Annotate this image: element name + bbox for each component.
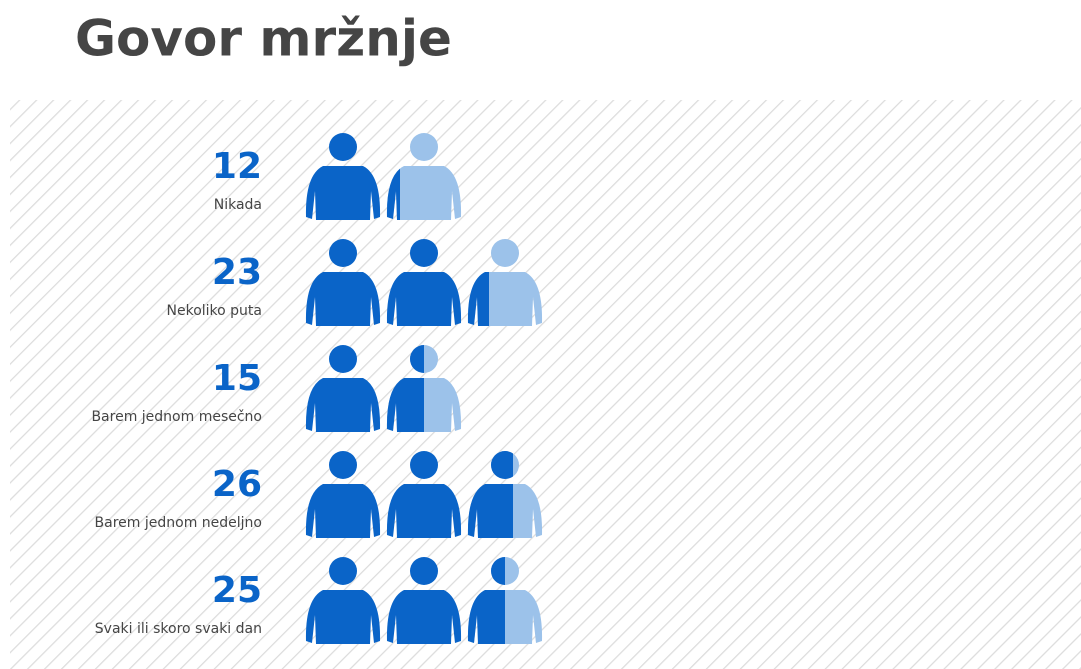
icon-row [305, 239, 543, 326]
icon-head [410, 557, 438, 585]
icon-head [491, 451, 513, 479]
icon-row [305, 557, 543, 644]
icon-part [467, 272, 489, 326]
icon-part [386, 133, 462, 220]
icon-body [386, 378, 424, 432]
icon-body [386, 168, 400, 220]
background [10, 100, 1081, 669]
value-label: 15 [212, 358, 262, 399]
icon-body [305, 166, 381, 220]
icon-part [305, 239, 381, 326]
icon-row [305, 345, 462, 432]
icon-head [410, 239, 438, 267]
icon-part [467, 557, 505, 644]
value-label: 23 [212, 252, 262, 293]
icon-body [386, 590, 462, 644]
icon-part [305, 451, 381, 538]
icon-body [305, 378, 381, 432]
icon-head [329, 239, 357, 267]
icon-body [386, 484, 462, 538]
value-label: 25 [212, 570, 262, 611]
icon-part [386, 451, 462, 538]
icon-head [329, 133, 357, 161]
value-label: 26 [212, 464, 262, 505]
category-label: Barem jednom mesečno [91, 409, 262, 425]
category-label: Svaki ili skoro svaki dan [95, 621, 262, 637]
icon-part [386, 239, 462, 326]
icon-head [410, 451, 438, 479]
value-label: 12 [212, 146, 262, 187]
icon-body [386, 272, 462, 326]
icon-part [305, 345, 381, 432]
chart-title: Govor mržnje [75, 10, 452, 68]
icon-body [386, 166, 462, 220]
icon-part [386, 168, 400, 220]
icon-part [305, 133, 381, 220]
icon-head [329, 451, 357, 479]
icon-head [410, 133, 438, 161]
icon-body [467, 272, 489, 326]
icon-head [410, 345, 424, 373]
icon-part [386, 345, 424, 432]
icon-part [467, 451, 513, 538]
category-label: Nikada [214, 197, 262, 213]
icon-part [305, 557, 381, 644]
icon-head [329, 345, 357, 373]
icon-body [467, 590, 505, 644]
category-label: Barem jednom nedeljno [95, 515, 262, 531]
icon-body [467, 484, 513, 538]
icon-body [305, 272, 381, 326]
category-label: Nekoliko puta [167, 303, 263, 319]
icon-part [386, 557, 462, 644]
icon-body [305, 484, 381, 538]
icon-head [491, 239, 519, 267]
icon-head [329, 557, 357, 585]
icon-head [491, 557, 505, 585]
icon-row [305, 133, 462, 220]
icon-body [305, 590, 381, 644]
icon-row [305, 451, 543, 538]
